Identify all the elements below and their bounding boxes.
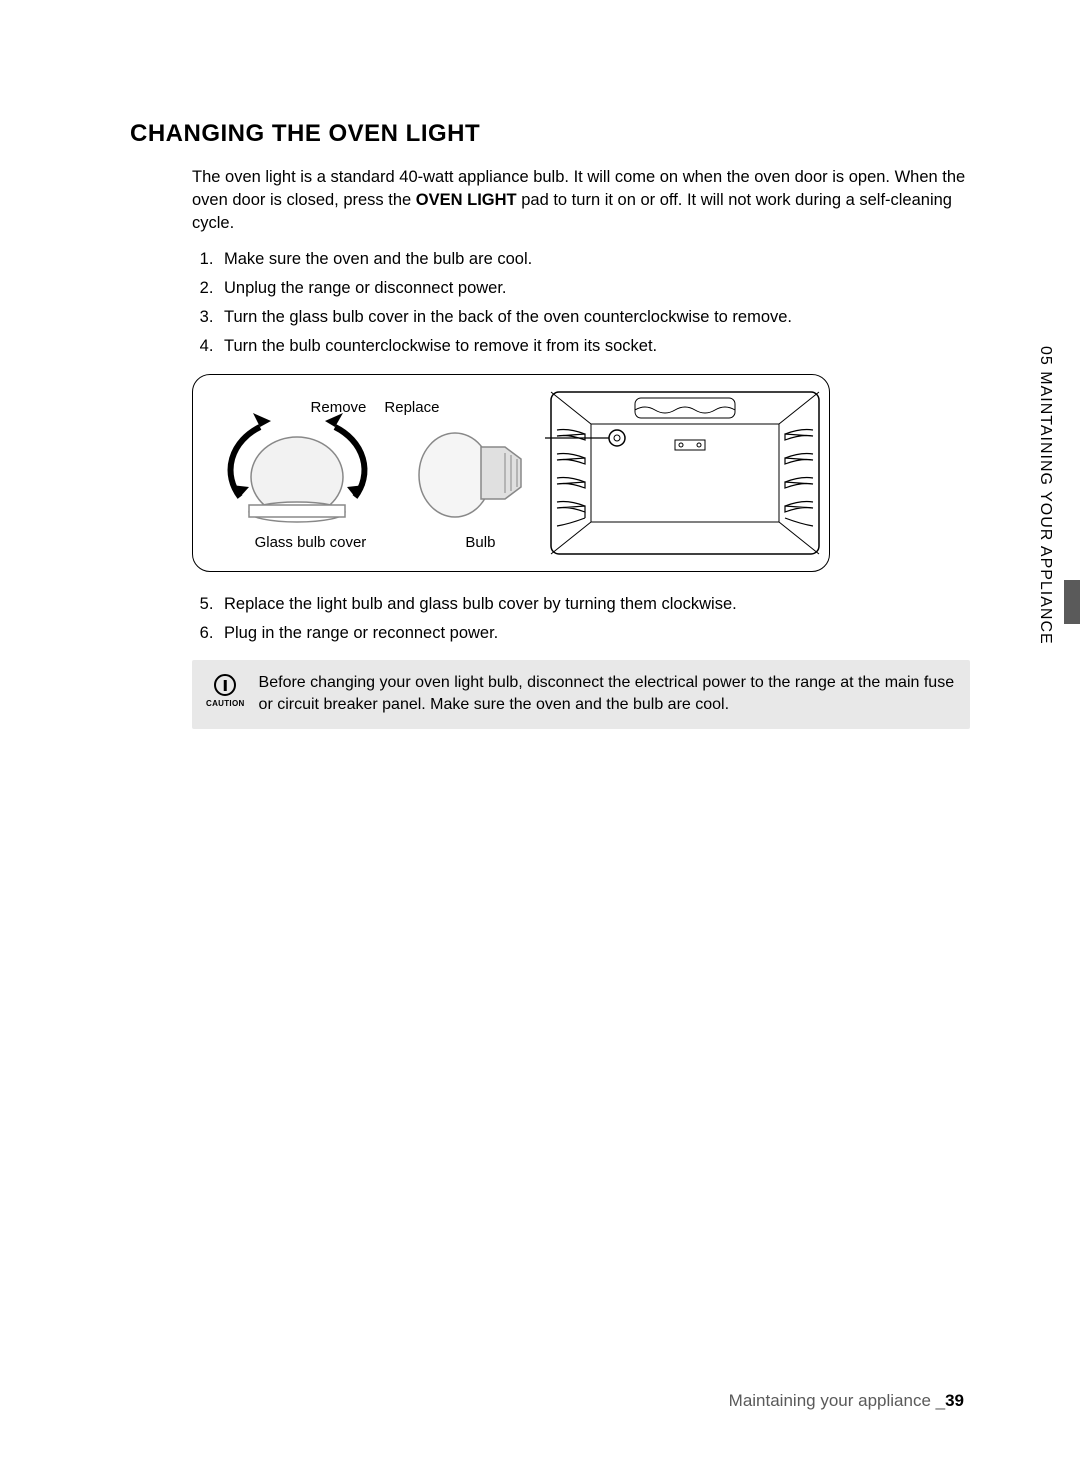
side-tab: 05 MAINTAINING YOUR APPLIANCE xyxy=(1036,340,1080,980)
label-replace: Replace xyxy=(384,399,439,416)
step-item: Turn the glass bulb cover in the back of… xyxy=(218,305,970,330)
caution-icon xyxy=(214,674,236,696)
caution-text: Before changing your oven light bulb, di… xyxy=(259,672,956,717)
caution-icon-wrap: CAUTION xyxy=(206,672,245,709)
step-item: Unplug the range or disconnect power. xyxy=(218,276,970,301)
intro-paragraph: The oven light is a standard 40-watt app… xyxy=(192,166,970,235)
side-tab-text: 05 MAINTAINING YOUR APPLIANCE xyxy=(1036,340,1054,980)
diagram-right-panel xyxy=(545,384,825,562)
label-cover: Glass bulb cover xyxy=(255,534,367,551)
footer-page: 39 xyxy=(945,1391,964,1410)
step-item: Replace the light bulb and glass bulb co… xyxy=(218,592,970,617)
page-content: CHANGING THE OVEN LIGHT The oven light i… xyxy=(0,0,1080,729)
label-bulb: Bulb xyxy=(465,534,495,551)
footer-text: Maintaining your appliance _ xyxy=(729,1391,945,1410)
content-block: The oven light is a standard 40-watt app… xyxy=(130,166,970,729)
caution-word: CAUTION xyxy=(206,698,245,709)
step-item: Turn the bulb counterclockwise to remove… xyxy=(218,334,970,359)
page-footer: Maintaining your appliance _39 xyxy=(729,1391,964,1411)
oven-interior-illustration xyxy=(545,384,825,562)
side-tab-mark xyxy=(1064,580,1080,624)
label-remove: Remove xyxy=(311,399,367,416)
section-title: CHANGING THE OVEN LIGHT xyxy=(130,120,970,148)
step-item: Make sure the oven and the bulb are cool… xyxy=(218,247,970,272)
step-item: Plug in the range or reconnect power. xyxy=(218,621,970,646)
caution-box: CAUTION Before changing your oven light … xyxy=(192,660,970,729)
bulb-diagram: Remove Replace xyxy=(192,374,830,572)
diagram-left-panel: Remove Replace xyxy=(205,387,545,559)
steps-list-a: Make sure the oven and the bulb are cool… xyxy=(192,247,970,358)
intro-bold: OVEN LIGHT xyxy=(416,191,517,209)
steps-list-b: Replace the light bulb and glass bulb co… xyxy=(192,592,970,646)
